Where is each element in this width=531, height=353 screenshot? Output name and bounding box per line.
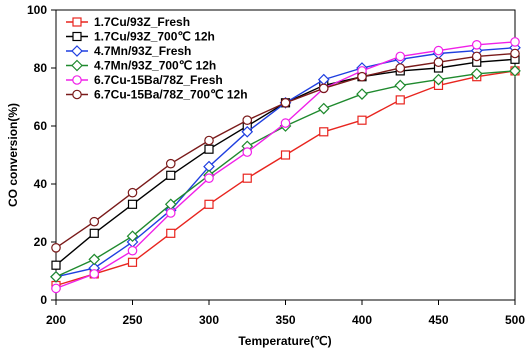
data-point [127, 257, 138, 267]
data-point [242, 173, 252, 183]
legend-item: 6.7Cu-15Ba/78Z_700℃ 12h [66, 88, 248, 102]
legend-label: 4.7Mn/93Z_Fresh [94, 44, 191, 58]
x-tick-label: 250 [122, 313, 142, 327]
data-point [357, 115, 367, 125]
y-tick-label: 40 [34, 177, 48, 191]
data-point [280, 98, 291, 108]
legend-label: 6.7Cu-15Ba/78Z_Fresh [94, 73, 223, 87]
legend-label: 1.7Cu/93Z_Fresh [94, 15, 190, 29]
data-point [89, 228, 99, 238]
legend-marker [72, 31, 82, 42]
data-point [51, 283, 61, 294]
y-tick-label: 20 [34, 235, 48, 249]
data-point [510, 48, 520, 59]
data-point [204, 199, 214, 209]
data-point [510, 37, 520, 47]
data-point [89, 269, 100, 279]
data-point [394, 79, 407, 92]
legend-marker [72, 89, 82, 100]
legend-item: 4.7Mn/93Z_Fresh [66, 44, 191, 58]
data-point [356, 88, 368, 100]
data-point [165, 158, 176, 169]
series-layer [50, 37, 521, 294]
x-axis-title: Temperature(℃) [238, 334, 331, 348]
data-point [127, 187, 138, 198]
data-point [471, 39, 482, 50]
legend-item: 1.7Cu/93Z_700℃ 12h [66, 30, 215, 44]
data-point [88, 253, 101, 266]
data-point [51, 260, 61, 270]
x-tick-label: 400 [352, 313, 372, 327]
data-point [204, 135, 214, 146]
data-point [509, 65, 521, 77]
data-point [127, 199, 138, 209]
x-axis-ticks: 200 250 300 350 400 450 500 [46, 300, 525, 327]
data-point [127, 245, 138, 256]
data-point [317, 102, 330, 115]
series-6 [51, 48, 520, 253]
legend-label: 4.7Mn/93Z_700℃ 12h [94, 59, 216, 73]
x-tick-label: 450 [428, 313, 448, 327]
data-point [166, 170, 176, 180]
data-point [204, 173, 214, 183]
data-point [89, 216, 100, 227]
data-point [470, 67, 483, 80]
series-5 [51, 37, 520, 294]
y-tick-label: 0 [40, 293, 47, 307]
data-point [51, 243, 61, 253]
data-point [280, 118, 291, 128]
legend-marker [71, 45, 83, 57]
x-tick-label: 300 [199, 313, 219, 327]
y-tick-label: 80 [34, 61, 48, 75]
y-axis-ticks: 0 20 40 60 80 100 [27, 3, 56, 307]
legend-item: 1.7Cu/93Z_Fresh [66, 15, 190, 29]
data-point [241, 125, 254, 138]
data-point [165, 208, 176, 218]
data-point [126, 230, 139, 243]
data-point [50, 270, 62, 283]
x-tick-label: 500 [505, 313, 525, 327]
data-point [319, 127, 329, 137]
data-point [395, 95, 405, 105]
data-point [318, 83, 329, 94]
y-tick-label: 60 [34, 119, 48, 133]
data-point [357, 71, 367, 82]
legend-marker [72, 17, 82, 27]
legend-marker [72, 75, 82, 85]
data-point [204, 144, 214, 154]
data-point [242, 147, 253, 157]
data-point [432, 73, 445, 86]
legend-item: 6.7Cu-15Ba/78Z_Fresh [66, 73, 223, 87]
legend-item: 4.7Mn/93Z_700℃ 12h [66, 59, 216, 73]
data-point [471, 51, 482, 62]
data-point [433, 45, 444, 56]
data-point [395, 63, 406, 73]
data-point [280, 150, 291, 160]
y-axis-title: CO conversion(%) [6, 103, 20, 207]
data-point [433, 57, 444, 67]
x-tick-label: 200 [46, 313, 66, 327]
legend-marker [71, 59, 83, 72]
legend-label: 6.7Cu-15Ba/78Z_700℃ 12h [94, 88, 248, 102]
x-tick-label: 350 [275, 313, 295, 327]
data-point [395, 51, 406, 62]
data-point [166, 228, 176, 238]
y-tick-label: 100 [27, 3, 47, 17]
legend-label: 1.7Cu/93Z_700℃ 12h [94, 30, 215, 44]
data-point [242, 115, 253, 125]
